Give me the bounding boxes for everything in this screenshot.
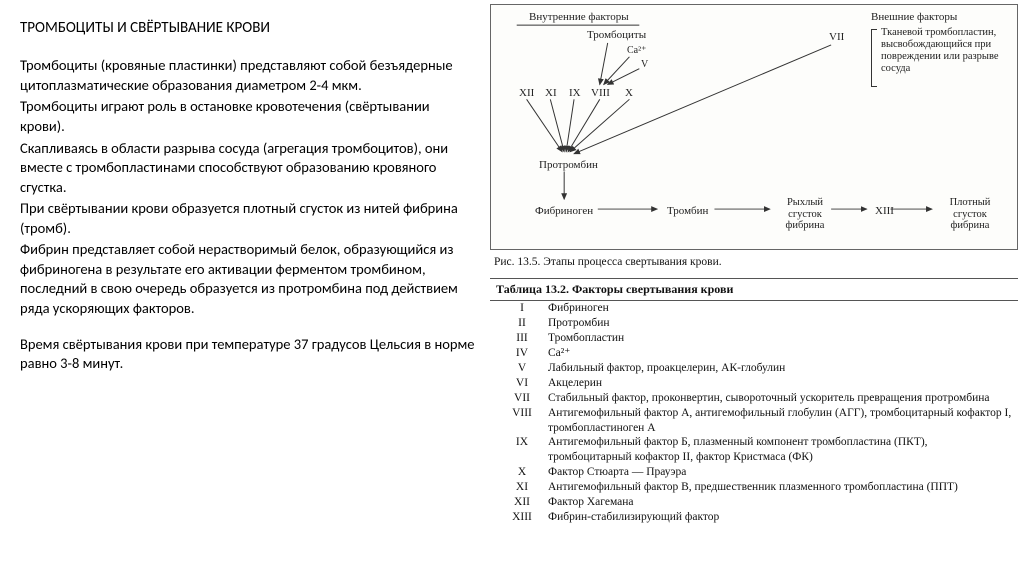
factor-description: Фактор Хагемана xyxy=(548,495,1012,510)
factor-description: Фактор Стюарта — Прауэра xyxy=(548,465,1012,480)
factor-description: Ca²⁺ xyxy=(548,346,1012,361)
label-loose-clot: Рыхлый сгусток фибрина xyxy=(779,197,831,232)
factor-number: IX xyxy=(496,435,548,465)
factor-xii: XII xyxy=(519,87,534,99)
factor-number: VI xyxy=(496,376,548,391)
label-prothrombin: Протромбин xyxy=(539,159,598,171)
factor-x: X xyxy=(625,87,633,99)
table-row: VЛабильный фактор, проакцелерин, АК-глоб… xyxy=(490,361,1018,376)
text-column: ТРОМБОЦИТЫ И СВЁРТЫВАНИЕ КРОВИ Тромбоцит… xyxy=(0,0,490,574)
factor-vii: VII xyxy=(829,31,844,43)
label-xiii: XIII xyxy=(875,205,894,217)
table-row: IIIТромбопластин xyxy=(490,331,1018,346)
table-row: IIПротромбин xyxy=(490,316,1018,331)
table-row: XIАнтигемофильный фактор В, предшественн… xyxy=(490,480,1018,495)
table-row: XIIФактор Хагемана xyxy=(490,495,1018,510)
factor-number: IV xyxy=(496,346,548,361)
table-row: IФибриноген xyxy=(490,301,1018,316)
coagulation-diagram: Внутренние факторы Внешние факторы Тромб… xyxy=(490,4,1018,250)
label-v: V xyxy=(641,59,648,70)
paragraph: Фибрин представляет собой нерастворимый … xyxy=(20,240,476,318)
factor-number: III xyxy=(496,331,548,346)
factor-description: Тромбопластин xyxy=(548,331,1012,346)
label-thrombocytes: Тромбоциты xyxy=(587,29,646,41)
table-row: VIIIАнтигемофильный фактор А, антигемофи… xyxy=(490,406,1018,436)
factor-number: XIII xyxy=(496,510,548,525)
factor-description: Антигемофильный фактор В, предшественник… xyxy=(548,480,1012,495)
table-row: XФактор Стюарта — Прауэра xyxy=(490,465,1018,480)
factor-description: Антигемофильный фактор Б, плазменный ком… xyxy=(548,435,1012,465)
factor-number: X xyxy=(496,465,548,480)
paragraph: Время свёртывания крови при температуре … xyxy=(20,335,476,374)
factor-description: Стабильный фактор, проконвертин, сыворот… xyxy=(548,391,1012,406)
label-ca: Ca²⁺ xyxy=(627,45,646,56)
factor-number: I xyxy=(496,301,548,316)
factor-ix: IX xyxy=(569,87,581,99)
factor-description: Фибрин-стабилизирующий фактор xyxy=(548,510,1012,525)
factor-viii: VIII xyxy=(591,87,610,99)
factor-number: II xyxy=(496,316,548,331)
factor-description: Акцелерин xyxy=(548,376,1012,391)
label-external: Внешние факторы xyxy=(871,11,957,23)
label-fibrinogen: Фибриноген xyxy=(535,205,593,217)
table-row: IVCa²⁺ xyxy=(490,346,1018,361)
label-external-text: Тканевой тромбопластин, высвобождающийся… xyxy=(881,27,1011,75)
factor-number: XII xyxy=(496,495,548,510)
factor-number: V xyxy=(496,361,548,376)
label-thrombin: Тромбин xyxy=(667,205,708,217)
factor-number: XI xyxy=(496,480,548,495)
table-row: XIIIФибрин-стабилизирующий фактор xyxy=(490,510,1018,525)
diagram-caption: Рис. 13.5. Этапы процесса свертывания кр… xyxy=(494,256,1018,268)
factor-number: VII xyxy=(496,391,548,406)
paragraph: Скапливаясь в области разрыва сосуда (аг… xyxy=(20,139,476,198)
table-row: IXАнтигемофильный фактор Б, плазменный к… xyxy=(490,435,1018,465)
bracket-icon xyxy=(871,29,877,87)
page-title: ТРОМБОЦИТЫ И СВЁРТЫВАНИЕ КРОВИ xyxy=(20,18,476,38)
factors-table: Таблица 13.2. Факторы свертывания крови … xyxy=(490,278,1018,525)
factor-description: Фибриноген xyxy=(548,301,1012,316)
factor-number: VIII xyxy=(496,406,548,436)
factor-xi: XI xyxy=(545,87,557,99)
figure-column: Внутренние факторы Внешние факторы Тромб… xyxy=(490,0,1024,574)
table-row: VIIСтабильный фактор, проконвертин, сыво… xyxy=(490,391,1018,406)
factor-description: Антигемофильный фактор А, антигемофильны… xyxy=(548,406,1012,436)
table-title: Таблица 13.2. Факторы свертывания крови xyxy=(490,278,1018,301)
label-internal: Внутренние факторы xyxy=(529,11,629,23)
paragraph: Тромбоциты (кровяные пластинки) представ… xyxy=(20,56,476,95)
label-dense-clot: Плотный сгусток фибрина xyxy=(941,197,999,232)
paragraph: Тромбоциты играют роль в остановке крово… xyxy=(20,97,476,136)
paragraph: При свёртывании крови образуется плотный… xyxy=(20,199,476,238)
factor-description: Протромбин xyxy=(548,316,1012,331)
factor-description: Лабильный фактор, проакцелерин, АК-глобу… xyxy=(548,361,1012,376)
table-row: VIАкцелерин xyxy=(490,376,1018,391)
